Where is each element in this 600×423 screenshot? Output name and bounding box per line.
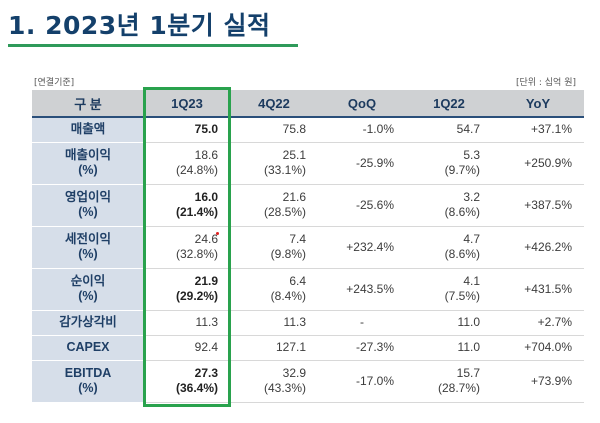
cell-1q23: 75.0 xyxy=(144,117,230,143)
cell-yoy: +704.0% xyxy=(492,335,584,361)
cell-4q22: 127.1 xyxy=(230,335,318,361)
cell-qoq: +243.5% xyxy=(318,268,406,311)
cell-yoy: +426.2% xyxy=(492,226,584,269)
row-label: 세전이익 (%) xyxy=(32,226,144,269)
cell-1q22: 54.7 xyxy=(406,117,492,143)
cell-1q22: 11.0 xyxy=(406,335,492,361)
cell-4q22: 7.4 (9.8%) xyxy=(230,226,318,269)
cell-qoq: -25.9% xyxy=(318,142,406,185)
cell-1q23: 92.4 xyxy=(144,335,230,361)
cell-1q23: 24.6 (32.8%) xyxy=(144,226,230,269)
header-category: 구 분 xyxy=(32,90,144,118)
row-label: 매출액 xyxy=(32,117,144,143)
cell-1q23: 11.3 xyxy=(144,310,230,336)
cell-4q22: 75.8 xyxy=(230,117,318,143)
cell-yoy: +37.1% xyxy=(492,117,584,143)
row-label: EBITDA (%) xyxy=(32,360,144,403)
cell-qoq: -25.6% xyxy=(318,184,406,227)
cell-4q22: 11.3 xyxy=(230,310,318,336)
cell-1q23: 21.9 (29.2%) xyxy=(144,268,230,311)
cell-qoq: -27.3% xyxy=(318,335,406,361)
earnings-table: 구 분 1Q23 4Q22 QoQ 1Q22 YoY 매출액 75.0 75.8… xyxy=(32,90,584,403)
cell-qoq: +232.4% xyxy=(318,226,406,269)
row-label: CAPEX xyxy=(32,335,144,361)
cell-4q22: 6.4 (8.4%) xyxy=(230,268,318,311)
cell-yoy: +250.9% xyxy=(492,142,584,185)
row-label: 매출이익 (%) xyxy=(32,142,144,185)
cell-1q22: 4.7 (8.6%) xyxy=(406,226,492,269)
cell-qoq: - xyxy=(318,310,406,336)
cell-4q22: 25.1 (33.1%) xyxy=(230,142,318,185)
basis-note: [연결기준] xyxy=(34,78,75,88)
title-underline xyxy=(8,44,298,47)
cell-yoy: +73.9% xyxy=(492,360,584,403)
header-1q22: 1Q22 xyxy=(406,90,492,118)
cell-4q22: 32.9 (43.3%) xyxy=(230,360,318,403)
table-row: 감가상각비 11.3 11.3 - 11.0 +2.7% xyxy=(32,310,584,336)
page-title: 1. 2023년 1분기 실적 xyxy=(8,11,271,40)
row-label: 감가상각비 xyxy=(32,310,144,336)
cell-1q23: 18.6 (24.8%) xyxy=(144,142,230,185)
header-1q23: 1Q23 xyxy=(144,90,230,118)
header-yoy: YoY xyxy=(492,90,584,118)
table-row: 매출액 75.0 75.8 -1.0% 54.7 +37.1% xyxy=(32,117,584,143)
cell-yoy: +431.5% xyxy=(492,268,584,311)
table-row: 영업이익 (%) 16.0 (21.4%) 21.6 (28.5%) -25.6% 3… xyxy=(32,184,584,227)
cell-4q22: 21.6 (28.5%) xyxy=(230,184,318,227)
annotation-dot xyxy=(216,232,219,235)
row-label: 영업이익 (%) xyxy=(32,184,144,227)
cell-1q23: 27.3 (36.4%) xyxy=(144,360,230,403)
table-row: 순이익 (%) 21.9 (29.2%) 6.4 (8.4%) +243.5% 4.1… xyxy=(32,268,584,311)
header-4q22: 4Q22 xyxy=(230,90,318,118)
cell-1q22: 11.0 xyxy=(406,310,492,336)
header-qoq: QoQ xyxy=(318,90,406,118)
unit-note: [단위 : 십억 원] xyxy=(515,78,576,88)
table-row: EBITDA (%) 27.3 (36.4%) 32.9 (43.3%) -17.0%… xyxy=(32,360,584,403)
cell-1q22: 4.1 (7.5%) xyxy=(406,268,492,311)
cell-1q22: 15.7 (28.7%) xyxy=(406,360,492,403)
table-row: 매출이익 (%) 18.6 (24.8%) 25.1 (33.1%) -25.9% 5… xyxy=(32,142,584,185)
cell-yoy: +2.7% xyxy=(492,310,584,336)
cell-qoq: -1.0% xyxy=(318,117,406,143)
cell-1q22: 5.3 (9.7%) xyxy=(406,142,492,185)
table-header-row: 구 분 1Q23 4Q22 QoQ 1Q22 YoY xyxy=(32,90,584,118)
table-row: CAPEX 92.4 127.1 -27.3% 11.0 +704.0% xyxy=(32,335,584,361)
table-row: 세전이익 (%) 24.6 (32.8%) 7.4 (9.8%) +232.4% 4.… xyxy=(32,226,584,269)
row-label: 순이익 (%) xyxy=(32,268,144,311)
cell-qoq: -17.0% xyxy=(318,360,406,403)
cell-1q22: 3.2 (8.6%) xyxy=(406,184,492,227)
cell-1q23: 16.0 (21.4%) xyxy=(144,184,230,227)
cell-yoy: +387.5% xyxy=(492,184,584,227)
